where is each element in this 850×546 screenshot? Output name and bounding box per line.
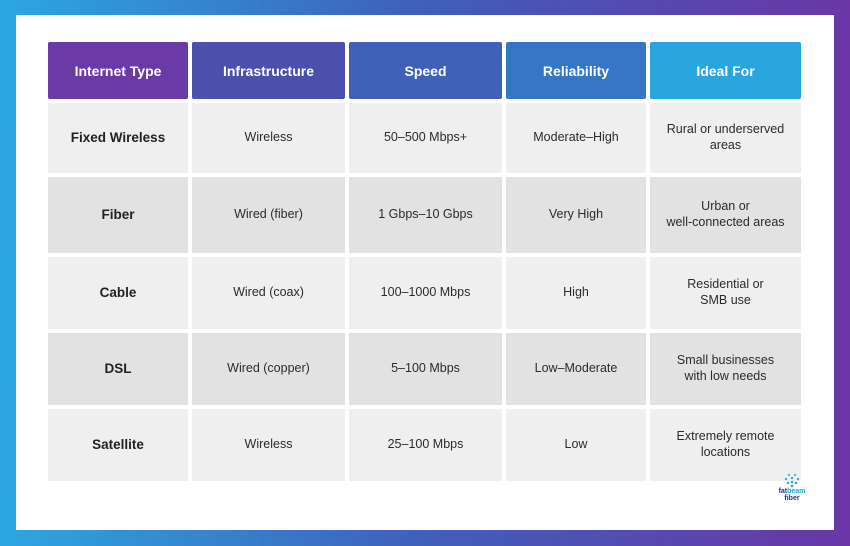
table-cell-ideal-for: Rural or underserved areas [650,103,801,173]
table-cell-ideal-for: Urban or well-connected areas [650,177,801,253]
table-cell-type: Cable [48,257,188,329]
table-cell-ideal-for: Small businesses with low needs [650,333,801,405]
table-cell-type: DSL [48,333,188,405]
table-cell-speed: 100–1000 Mbps [349,257,502,329]
table-cell-reliability: Low [506,409,646,481]
table-cell-ideal-for: Extremely remote locations [650,409,801,481]
header-ideal-for: Ideal For [650,42,801,99]
table-cell-speed: 5–100 Mbps [349,333,502,405]
table-cell-ideal-for: Residential or SMB use [650,257,801,329]
table-cell-speed: 50–500 Mbps+ [349,103,502,173]
table-cell-reliability: Very High [506,177,646,253]
table-cell-infrastructure: Wireless [192,409,345,481]
table-cell-type: Satellite [48,409,188,481]
table-cell-speed: 1 Gbps–10 Gbps [349,177,502,253]
table-cell-type: Fixed Wireless [48,103,188,173]
table-cell-reliability: Low–Moderate [506,333,646,405]
table-cell-type: Fiber [48,177,188,253]
header-reliability: Reliability [506,42,646,99]
comparison-table: Internet Type Infrastructure Speed Relia… [48,42,801,481]
brand-logo: fatbeam fiber [772,472,812,506]
header-infrastructure: Infrastructure [192,42,345,99]
table-cell-infrastructure: Wired (fiber) [192,177,345,253]
table-cell-speed: 25–100 Mbps [349,409,502,481]
header-internet-type: Internet Type [48,42,188,99]
table-cell-infrastructure: Wired (copper) [192,333,345,405]
content-card: Internet Type Infrastructure Speed Relia… [16,15,834,530]
table-cell-reliability: High [506,257,646,329]
table-cell-infrastructure: Wired (coax) [192,257,345,329]
header-speed: Speed [349,42,502,99]
brand-name: fatbeam [778,488,806,495]
table-cell-infrastructure: Wireless [192,103,345,173]
wifi-signal-icon [784,474,800,488]
brand-subtitle: fiber [784,495,800,502]
table-cell-reliability: Moderate–High [506,103,646,173]
